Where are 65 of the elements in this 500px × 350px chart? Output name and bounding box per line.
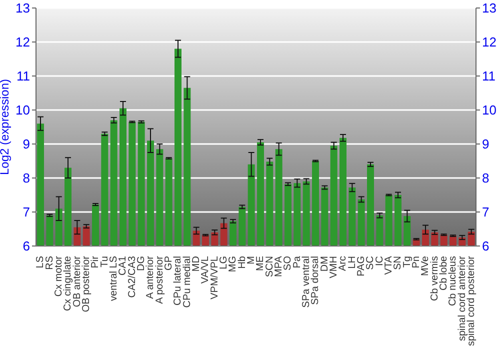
y2-tick-label: 9 bbox=[482, 136, 490, 152]
x-tick-label: Cx motor bbox=[53, 255, 64, 297]
y-tick-label: 8 bbox=[22, 170, 30, 186]
y2-tick-label: 7 bbox=[482, 204, 490, 220]
x-tick-label: M bbox=[246, 256, 257, 264]
x-tick-label: Tu bbox=[99, 256, 110, 268]
x-tick-label: spinal cord anterior bbox=[456, 255, 468, 342]
y-tick-label: 13 bbox=[16, 0, 30, 16]
x-tick-label: CPu medial bbox=[182, 256, 193, 308]
x-tick-label: A posterior bbox=[154, 255, 166, 304]
x-tick-label: VTA bbox=[383, 256, 394, 275]
x-tick-label: Arc bbox=[338, 256, 349, 271]
x-tick-label: A anterior bbox=[145, 255, 156, 299]
x-tick-label: LH bbox=[346, 256, 358, 269]
y2-tick-label: 6 bbox=[482, 238, 490, 254]
x-tick-label: LG bbox=[218, 256, 230, 270]
x-tick-label: ME bbox=[255, 256, 266, 271]
x-tick-label: Cb vermis bbox=[429, 256, 440, 302]
x-tick-label: Cb nucleus bbox=[448, 256, 459, 306]
x-tick-label: LS bbox=[35, 256, 46, 268]
y2-tick-label: 12 bbox=[482, 34, 496, 50]
y-tick-label: 10 bbox=[16, 102, 30, 118]
x-tick-label: Pir bbox=[90, 255, 102, 268]
x-tick-label: ventral LS bbox=[108, 256, 120, 302]
x-tick-label: DM bbox=[319, 256, 330, 272]
x-tick-label: SC bbox=[365, 256, 376, 270]
x-tick-label: MPA bbox=[273, 256, 284, 277]
y2-tick-label: 13 bbox=[482, 0, 496, 16]
x-tick-label: CA1 bbox=[118, 256, 129, 276]
x-tick-label: OB anterior bbox=[72, 255, 83, 308]
x-tick-label: MG bbox=[228, 256, 239, 272]
x-tick-label: VMH bbox=[328, 256, 340, 278]
x-tick-label: DG bbox=[136, 256, 147, 271]
x-tick-label: MD bbox=[190, 256, 202, 272]
x-tick-label: SN bbox=[392, 256, 404, 270]
x-tick-label: Pa bbox=[292, 256, 303, 268]
x-tick-label: CPu lateral bbox=[172, 256, 184, 306]
x-tick-label: SO bbox=[282, 256, 294, 270]
y2-tick-label: 10 bbox=[482, 102, 496, 118]
y-tick-label: 6 bbox=[22, 238, 30, 254]
x-tick-label: Cb lobe bbox=[438, 256, 450, 290]
y2-tick-label: 11 bbox=[482, 68, 496, 84]
x-tick-label: SPa ventral bbox=[300, 256, 312, 308]
x-tick-label: CA2/CA3 bbox=[126, 256, 138, 298]
y-tick-label: 11 bbox=[16, 68, 30, 84]
y-axis-title: Log2 (expression) bbox=[0, 78, 12, 176]
x-tick-label: MVe bbox=[420, 256, 432, 276]
x-tick-label: VPM/VPL bbox=[209, 256, 220, 300]
y-tick-label: 7 bbox=[22, 204, 30, 220]
x-tick-label: Pn bbox=[410, 256, 422, 268]
y-tick-label: 9 bbox=[22, 136, 30, 152]
x-tick-label: Cx cingulate bbox=[62, 256, 74, 312]
x-tick-label: VA/VL bbox=[200, 256, 212, 284]
x-tick-label: OB posterior bbox=[80, 255, 92, 312]
x-tick-label: SPa dorsal bbox=[310, 256, 322, 305]
x-tick-label: Hb bbox=[236, 256, 248, 269]
x-tick-label: Tg bbox=[402, 256, 413, 268]
x-tick-label: IC bbox=[374, 256, 386, 266]
y-tick-label: 12 bbox=[16, 34, 30, 50]
x-tick-label: SCN bbox=[264, 256, 276, 278]
x-tick-label: spinal cord posterior bbox=[466, 255, 477, 346]
x-tick-label: GP bbox=[163, 256, 174, 270]
y2-tick-label: 8 bbox=[482, 170, 490, 186]
x-tick-label: PAG bbox=[356, 256, 367, 276]
x-tick-label: RS bbox=[44, 256, 56, 270]
